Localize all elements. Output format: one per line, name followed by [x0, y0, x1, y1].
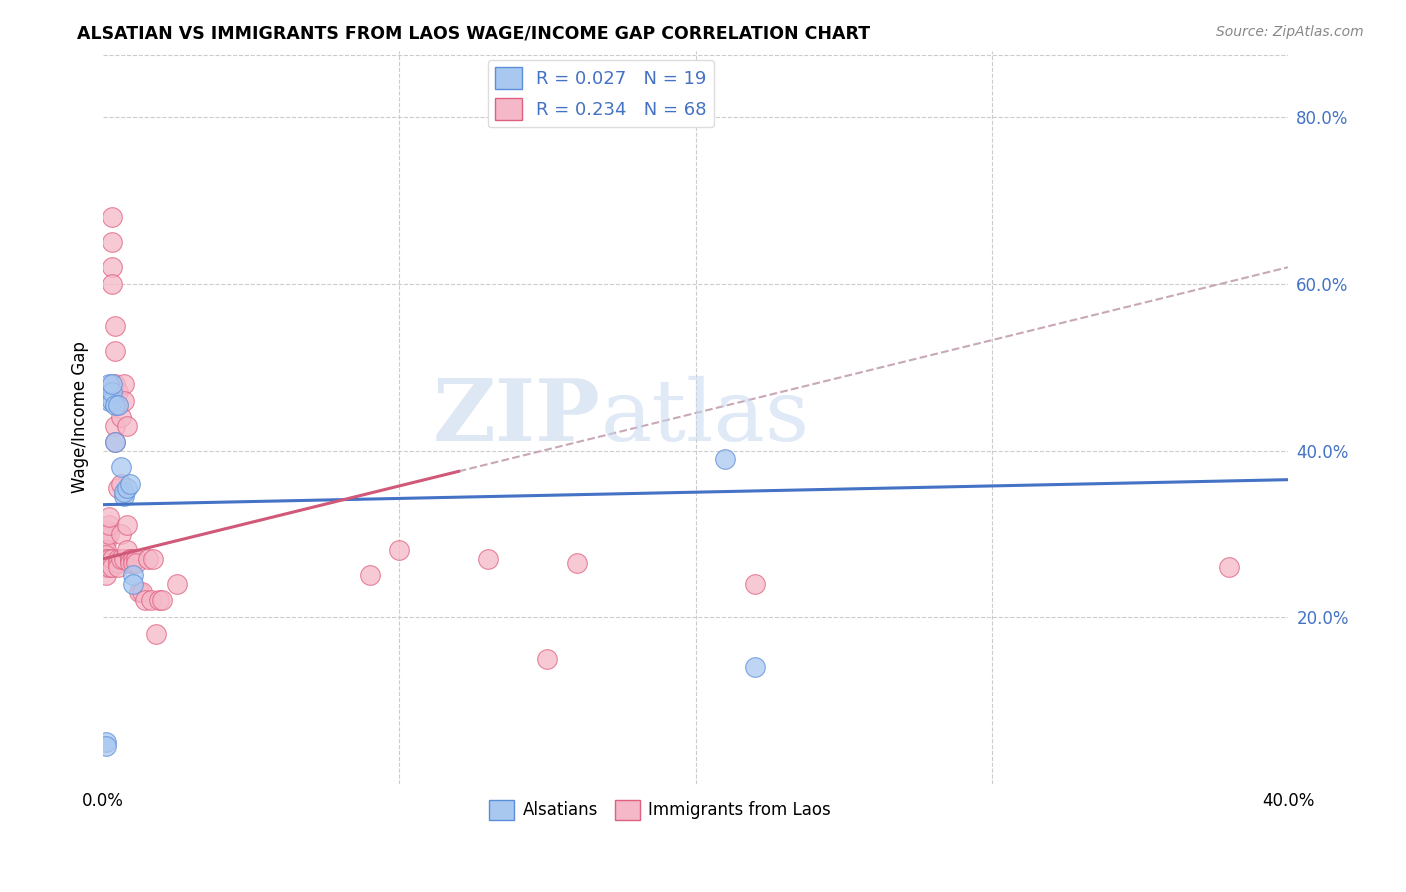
- Text: ALSATIAN VS IMMIGRANTS FROM LAOS WAGE/INCOME GAP CORRELATION CHART: ALSATIAN VS IMMIGRANTS FROM LAOS WAGE/IN…: [77, 25, 870, 43]
- Point: [94, 556, 117, 570]
- Point: [101, 560, 124, 574]
- Point: [98, 560, 121, 574]
- Point: [94, 548, 117, 562]
- Point: [94, 739, 117, 754]
- Point: [104, 418, 127, 433]
- Point: [118, 551, 141, 566]
- Point: [98, 551, 121, 566]
- Point: [115, 543, 138, 558]
- Point: [101, 260, 124, 275]
- Point: [148, 593, 170, 607]
- Point: [115, 518, 138, 533]
- Point: [131, 585, 153, 599]
- Point: [744, 576, 766, 591]
- Point: [94, 543, 117, 558]
- Point: [104, 398, 127, 412]
- Point: [101, 385, 124, 400]
- Point: [104, 343, 127, 358]
- Point: [150, 593, 173, 607]
- Point: [115, 481, 138, 495]
- Point: [112, 485, 135, 500]
- Point: [134, 593, 156, 607]
- Point: [125, 551, 148, 566]
- Point: [121, 556, 143, 570]
- Point: [107, 556, 129, 570]
- Point: [101, 393, 124, 408]
- Point: [101, 551, 124, 566]
- Point: [107, 560, 129, 574]
- Point: [359, 568, 381, 582]
- Point: [121, 576, 143, 591]
- Point: [166, 576, 188, 591]
- Point: [98, 556, 121, 570]
- Point: [110, 460, 132, 475]
- Point: [98, 518, 121, 533]
- Point: [128, 585, 150, 599]
- Point: [94, 526, 117, 541]
- Point: [104, 435, 127, 450]
- Point: [104, 376, 127, 391]
- Point: [94, 523, 117, 537]
- Point: [107, 398, 129, 412]
- Point: [121, 568, 143, 582]
- Point: [101, 376, 124, 391]
- Point: [118, 551, 141, 566]
- Point: [136, 551, 159, 566]
- Legend: Alsatians, Immigrants from Laos: Alsatians, Immigrants from Laos: [482, 793, 838, 827]
- Point: [565, 556, 588, 570]
- Point: [98, 376, 121, 391]
- Point: [101, 211, 124, 225]
- Point: [107, 398, 129, 412]
- Text: atlas: atlas: [600, 376, 810, 458]
- Point: [112, 376, 135, 391]
- Text: ZIP: ZIP: [433, 376, 600, 459]
- Point: [118, 476, 141, 491]
- Point: [112, 489, 135, 503]
- Point: [110, 526, 132, 541]
- Point: [94, 531, 117, 545]
- Point: [112, 393, 135, 408]
- Point: [98, 393, 121, 408]
- Point: [101, 235, 124, 250]
- Point: [94, 735, 117, 749]
- Point: [94, 526, 117, 541]
- Point: [94, 535, 117, 549]
- Point: [139, 593, 162, 607]
- Point: [142, 551, 165, 566]
- Point: [104, 435, 127, 450]
- Point: [121, 551, 143, 566]
- Point: [107, 385, 129, 400]
- Point: [118, 556, 141, 570]
- Point: [110, 476, 132, 491]
- Point: [94, 560, 117, 574]
- Point: [104, 318, 127, 333]
- Point: [388, 543, 411, 558]
- Point: [101, 277, 124, 291]
- Point: [107, 481, 129, 495]
- Point: [744, 660, 766, 674]
- Point: [98, 526, 121, 541]
- Point: [477, 551, 499, 566]
- Point: [94, 568, 117, 582]
- Text: Source: ZipAtlas.com: Source: ZipAtlas.com: [1216, 25, 1364, 39]
- Y-axis label: Wage/Income Gap: Wage/Income Gap: [72, 342, 89, 493]
- Point: [110, 551, 132, 566]
- Point: [125, 556, 148, 570]
- Point: [110, 410, 132, 425]
- Point: [115, 418, 138, 433]
- Point: [714, 451, 737, 466]
- Point: [112, 551, 135, 566]
- Point: [98, 510, 121, 524]
- Point: [536, 652, 558, 666]
- Point: [1218, 560, 1240, 574]
- Point: [145, 627, 167, 641]
- Point: [94, 551, 117, 566]
- Point: [107, 551, 129, 566]
